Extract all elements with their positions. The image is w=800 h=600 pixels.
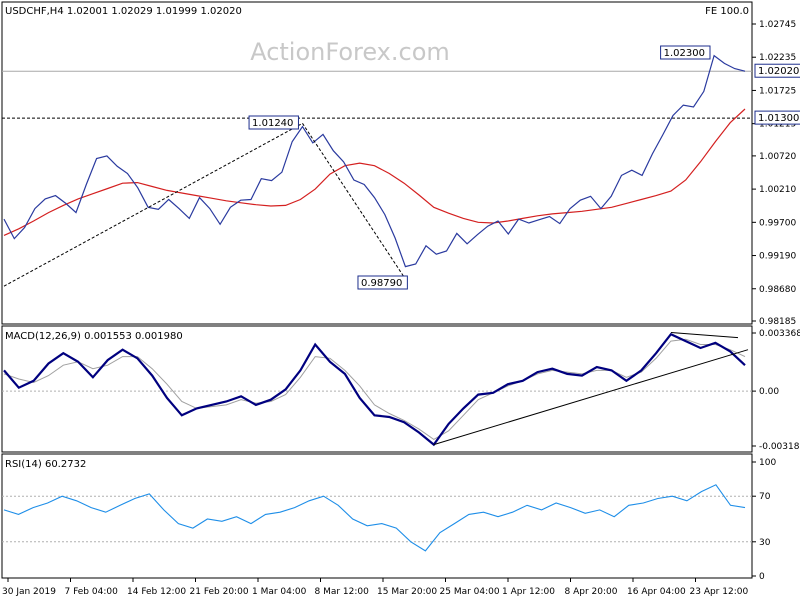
macd-axis: 0.003368 0.00 -0.003181 <box>752 329 800 452</box>
macd-tick-label: 0.003368 <box>759 329 800 339</box>
current-price-label-box <box>754 63 800 78</box>
anno-high-1: 1.01240 <box>252 118 293 129</box>
price-tick-label: 0.99700 <box>759 218 796 228</box>
fe-label: FE 100.0 <box>705 6 749 17</box>
current-price-label: 1.02020 <box>758 66 799 77</box>
macd-panel: MACD(12,26,9) 0.001553 0.001980 0.003368… <box>1 325 800 453</box>
rsi-header: RSI(14) 60.2732 <box>5 459 86 470</box>
anno-high-1-box <box>248 115 299 130</box>
macd-line <box>3 332 746 447</box>
signal-line <box>3 338 746 440</box>
level-price-label: 1.01300 <box>758 113 799 124</box>
trendline-down-dashed <box>302 123 406 280</box>
time-tick-label: 23 Apr 12:00 <box>690 587 749 597</box>
price-axis: 1.02745 1.02235 1.01725 1.01215 1.00720 1.002… <box>752 20 796 327</box>
time-tick-label: 1 Mar 04:00 <box>252 587 307 597</box>
macd-trendline <box>433 349 749 446</box>
ma-line <box>3 108 746 236</box>
price-tick-label: 0.98185 <box>759 317 796 327</box>
rsi-panel-frame <box>1 453 753 579</box>
time-tick-label: 30 Jan 2019 <box>2 587 56 597</box>
time-tick-label: 8 Apr 20:00 <box>565 587 618 597</box>
time-tick-label: 1 Apr 12:00 <box>502 587 555 597</box>
time-tick-label: 25 Mar 04:00 <box>440 587 500 597</box>
price-tick-label: 1.02235 <box>759 53 796 63</box>
price-panel: USDCHF,H4 1.02001 1.02029 1.01999 1.0202… <box>1 1 800 327</box>
macd-panel-frame <box>1 325 753 453</box>
time-tick-label: 16 Apr 04:00 <box>627 587 686 597</box>
price-tick-label: 1.00720 <box>759 152 796 162</box>
macd-header: MACD(12,26,9) 0.001553 0.001980 <box>5 331 183 342</box>
anno-low-box <box>357 275 408 290</box>
price-tick-label: 1.01725 <box>759 86 796 96</box>
price-tick-label: 0.99190 <box>759 252 796 262</box>
watermark: ActionForex.com <box>250 38 450 66</box>
rsi-tick-label: 70 <box>759 492 771 502</box>
level-price-label-box <box>754 110 800 125</box>
rsi-line <box>3 484 746 552</box>
price-tick-label: 1.01215 <box>759 120 796 130</box>
trendline-up-dashed <box>3 122 303 287</box>
rsi-lines <box>2 484 752 552</box>
macd-divergence-line <box>670 331 739 339</box>
price-header: USDCHF,H4 1.02001 1.02029 1.01999 1.0202… <box>5 6 242 17</box>
time-tick-label: 15 Mar 20:00 <box>377 587 437 597</box>
price-tick-label: 1.02745 <box>759 20 796 30</box>
rsi-axis: 100 70 30 0 <box>752 458 776 582</box>
anno-low: 0.98790 <box>361 278 402 289</box>
rsi-tick-label: 100 <box>759 458 776 468</box>
macd-tick-label: -0.003181 <box>759 442 800 452</box>
time-axis: 30 Jan 2019 7 Feb 04:00 14 Feb 12:00 21 Feb… <box>2 578 748 597</box>
time-tick-label: 8 Mar 12:00 <box>315 587 370 597</box>
time-tick-label: 21 Feb 20:00 <box>190 587 249 597</box>
macd-lines <box>2 331 752 447</box>
anno-high-2: 1.02300 <box>664 48 705 59</box>
price-annotations: 1.02020 1.01300 1.01240 0.98790 1.02300 <box>248 45 800 290</box>
time-tick-label: 14 Feb 12:00 <box>127 587 186 597</box>
price-panel-frame <box>1 1 753 325</box>
rsi-tick-label: 0 <box>759 572 765 582</box>
rsi-panel: RSI(14) 60.2732 100 70 30 0 <box>1 453 776 582</box>
macd-tick-label: 0.00 <box>759 387 779 397</box>
price-tick-label: 1.00210 <box>759 185 796 195</box>
price-tick-label: 0.98680 <box>759 285 796 295</box>
anno-high-2-box <box>660 45 711 60</box>
time-tick-label: 7 Feb 04:00 <box>65 587 119 597</box>
rsi-tick-label: 30 <box>759 538 771 548</box>
price-lines <box>2 54 752 287</box>
price-line <box>3 54 746 268</box>
